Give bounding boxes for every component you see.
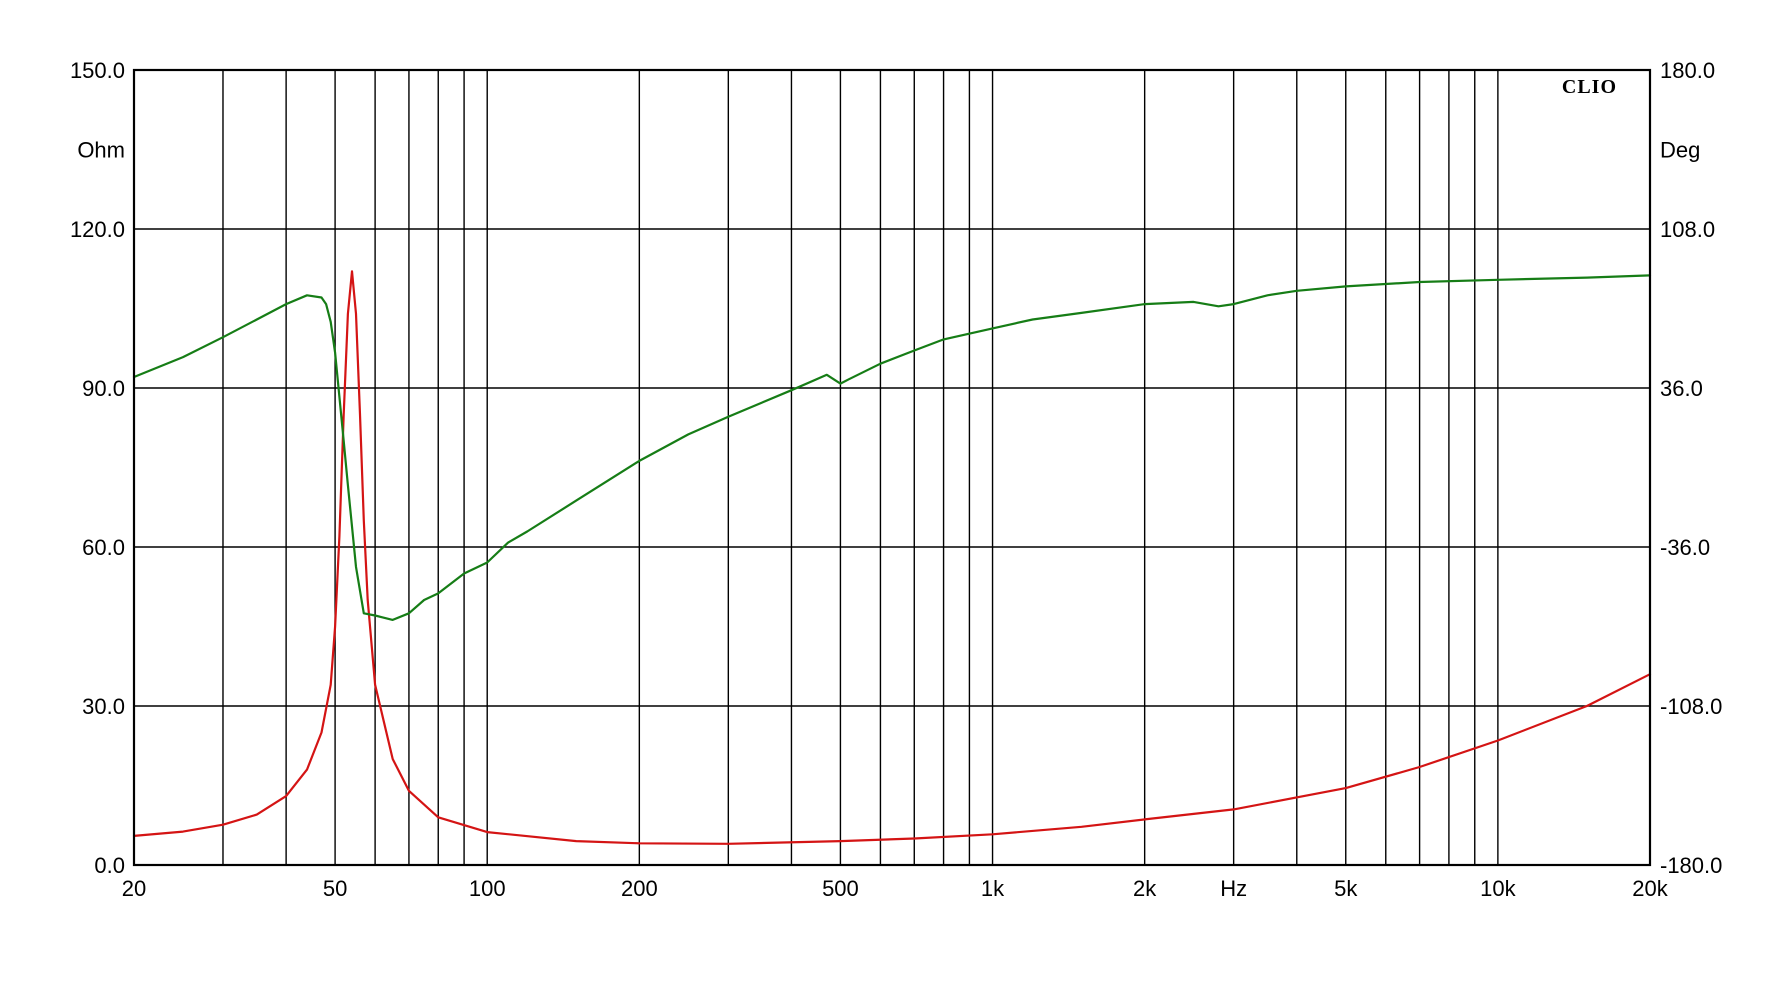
x-tick-label: 20 <box>122 876 146 901</box>
plot-frame <box>132 68 1652 867</box>
left-axis-unit: Ohm <box>77 138 125 163</box>
curves <box>132 270 1652 845</box>
left-y-tick-label: 60.0 <box>82 535 125 560</box>
x-tick-label: 2k <box>1133 876 1157 901</box>
x-tick-label: 10k <box>1480 876 1516 901</box>
left-y-tick-label: 150.0 <box>70 58 125 83</box>
right-axis-unit: Deg <box>1660 138 1700 163</box>
right-y-tick-label: -180.0 <box>1660 853 1722 878</box>
left-y-tick-label: 120.0 <box>70 217 125 242</box>
right-y-tick-label: -36.0 <box>1660 535 1710 560</box>
right-y-tick-label: 180.0 <box>1660 58 1715 83</box>
phase-curve <box>132 274 1652 621</box>
impedance-curve <box>132 270 1652 845</box>
x-tick-label: 100 <box>469 876 506 901</box>
x-tick-label: 200 <box>621 876 658 901</box>
x-tick-label: 5k <box>1334 876 1358 901</box>
left-y-tick-label: 30.0 <box>82 694 125 719</box>
x-tick-label: 500 <box>822 876 859 901</box>
right-y-tick-label: 108.0 <box>1660 217 1715 242</box>
x-tick-label: 1k <box>981 876 1005 901</box>
left-y-tick-label: 90.0 <box>82 376 125 401</box>
right-y-tick-label: 36.0 <box>1660 376 1703 401</box>
x-tick-label: 20k <box>1632 876 1668 901</box>
x-tick-label: 50 <box>323 876 347 901</box>
x-axis-unit: Hz <box>1220 876 1247 901</box>
left-y-tick-label: 0.0 <box>94 853 125 878</box>
brand-label: CLIO <box>1562 76 1617 98</box>
right-y-tick-label: -108.0 <box>1660 694 1722 719</box>
axis-labels: 0.0 30.0 60.0 90.0 120.0 150.0 -180.0 -108.0 -36… <box>70 58 1722 901</box>
